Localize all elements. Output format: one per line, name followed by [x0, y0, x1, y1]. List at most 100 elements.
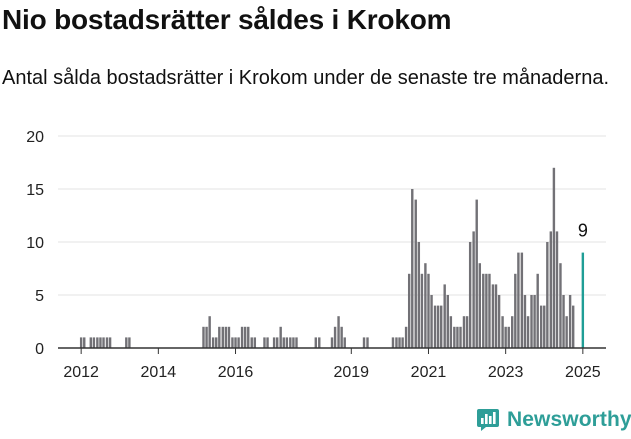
bar — [314, 337, 317, 348]
highlighted-bar — [581, 252, 585, 348]
bar — [530, 295, 533, 348]
bar — [289, 337, 292, 348]
bar — [517, 252, 520, 348]
bar — [420, 273, 424, 348]
bar — [401, 337, 404, 348]
bar — [501, 316, 504, 348]
y-tick-label: 0 — [35, 341, 44, 358]
bar — [417, 242, 421, 348]
bar — [559, 263, 562, 348]
bar — [494, 284, 498, 348]
bar — [507, 326, 510, 348]
bar — [247, 326, 250, 348]
bar — [243, 326, 247, 348]
bar — [285, 337, 289, 348]
bar — [125, 337, 128, 348]
bar — [514, 273, 517, 348]
y-tick-label: 20 — [26, 129, 44, 146]
y-tick-label: 10 — [26, 235, 44, 252]
bar — [96, 337, 99, 348]
bar — [224, 326, 228, 348]
bar — [475, 199, 478, 348]
bar — [330, 337, 334, 348]
bar — [491, 284, 495, 348]
bar — [318, 337, 321, 348]
bar — [89, 337, 93, 348]
bar — [465, 316, 469, 348]
bar — [482, 273, 485, 348]
bar — [497, 295, 501, 348]
bar — [362, 337, 366, 348]
bar — [546, 242, 549, 348]
bar — [459, 326, 462, 348]
bar — [279, 326, 282, 348]
bar — [565, 316, 568, 348]
bar — [436, 305, 440, 348]
bar — [208, 316, 211, 348]
bar — [549, 231, 553, 348]
bar — [552, 167, 556, 348]
bar — [205, 326, 208, 348]
bar — [295, 337, 298, 348]
bar — [543, 305, 546, 348]
chart-subtitle: Antal sålda bostadsrätter i Krokom under… — [2, 67, 610, 89]
bar — [453, 326, 456, 348]
bar — [99, 337, 102, 348]
bar — [343, 337, 346, 348]
bar — [231, 337, 234, 348]
bar — [391, 337, 395, 348]
bar — [488, 273, 491, 348]
bar — [240, 326, 244, 348]
x-tick-label: 2019 — [333, 364, 369, 381]
bar — [468, 242, 472, 348]
bar — [523, 295, 527, 348]
bar — [433, 305, 437, 348]
bar — [568, 295, 572, 348]
y-tick-label: 5 — [35, 288, 44, 305]
bar — [472, 231, 475, 348]
bar — [430, 295, 433, 348]
chart-title: Nio bostadsrätter såldes i Krokom — [2, 4, 452, 35]
bar — [424, 263, 427, 348]
bar — [449, 316, 453, 348]
x-tick-label: 2025 — [565, 364, 601, 381]
bar — [340, 326, 343, 348]
bar — [511, 316, 514, 348]
bar — [520, 252, 524, 348]
y-tick-label: 15 — [26, 182, 44, 199]
bar — [337, 316, 340, 348]
bar — [92, 337, 96, 348]
bar — [105, 337, 109, 348]
annotation-label: 9 — [578, 221, 588, 241]
x-tick-label: 2016 — [218, 364, 254, 381]
bar — [266, 337, 269, 348]
bar — [456, 326, 459, 348]
bar — [218, 326, 221, 348]
bar — [404, 326, 408, 348]
bar — [202, 326, 205, 348]
bar — [102, 337, 105, 348]
bar — [272, 337, 276, 348]
bar — [539, 305, 543, 348]
bar — [526, 316, 530, 348]
bar — [234, 337, 237, 348]
bar — [427, 273, 430, 348]
bar — [292, 337, 295, 348]
bar — [237, 337, 240, 348]
bar — [221, 326, 224, 348]
x-tick-label: 2023 — [488, 364, 524, 381]
bar — [250, 337, 253, 348]
bar — [555, 231, 559, 348]
bar — [414, 199, 417, 348]
bar — [485, 273, 488, 348]
bar — [211, 337, 215, 348]
bar — [227, 326, 231, 348]
bar — [504, 326, 507, 348]
bar — [215, 337, 218, 348]
x-tick-label: 2014 — [141, 364, 177, 381]
bar — [562, 295, 565, 348]
bar — [79, 337, 83, 348]
bar — [407, 273, 411, 348]
bar — [443, 284, 446, 348]
x-tick-label: 2021 — [411, 364, 447, 381]
